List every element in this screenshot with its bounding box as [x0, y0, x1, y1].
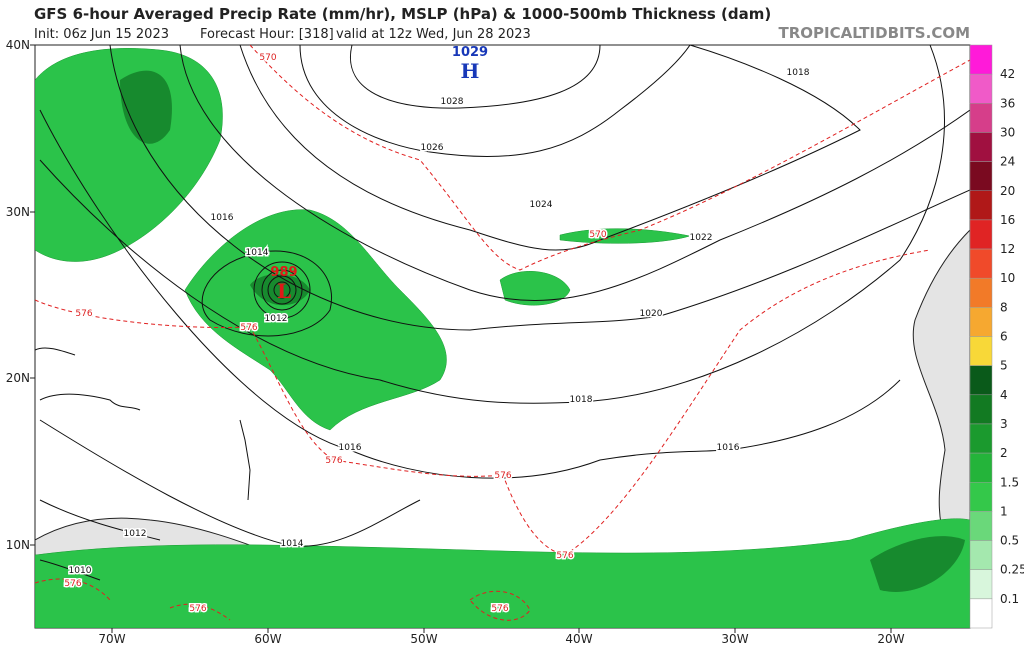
- colorbar-box: [969, 336, 993, 366]
- isobar-label: 1016: [211, 213, 234, 223]
- colorbar: 42 36 30 24 20 16 12 10 8 6 5 4 3 2 1.5 1 0.5 0.25 0.1: [969, 44, 1024, 629]
- thickness-label: 576: [240, 323, 257, 333]
- isobar-label: 1016: [717, 443, 740, 453]
- isobars: [39, 45, 970, 581]
- isobar-label: 1014: [281, 539, 304, 549]
- center-letter: L: [277, 279, 291, 303]
- precip: [499, 271, 571, 306]
- colorbar-label: 16: [1000, 213, 1015, 227]
- colorbar-label: 1.5: [1000, 475, 1019, 489]
- isobar-label: 1010: [69, 566, 92, 576]
- isobar-label: 1016: [339, 443, 362, 453]
- colorbar-box: [969, 277, 993, 308]
- isobar-label: 1028: [441, 97, 464, 107]
- colorbar-label: 6: [1000, 330, 1008, 344]
- colorbar-label: 24: [1000, 155, 1015, 169]
- colorbar-box: [969, 44, 993, 75]
- valid: valid at 12z Wed, Jun 28 2023: [336, 27, 531, 42]
- colorbar-box: [969, 103, 993, 133]
- thickness-label: 576: [494, 471, 511, 481]
- colorbar-box: [969, 511, 993, 541]
- colorbar-box: [969, 307, 993, 337]
- isobar-label: 1022: [690, 233, 713, 243]
- precip-heavy: [120, 70, 172, 144]
- center-value: 1029: [452, 45, 488, 60]
- thickness-label: 570: [259, 53, 276, 63]
- colorbar-label: 0.25: [1000, 563, 1024, 577]
- colorbar-box: [969, 423, 993, 454]
- forecast-hour: Forecast Hour: [318]: [200, 27, 334, 42]
- lon-label: 70W: [98, 632, 125, 646]
- coastline: [35, 347, 251, 501]
- thickness-label: 576: [75, 309, 92, 319]
- lat-label: 20N: [6, 371, 30, 385]
- isobar-label: 1012: [124, 529, 147, 539]
- center-letter: H: [461, 59, 480, 83]
- lon-label: 30W: [721, 632, 748, 646]
- colorbar-label: 5: [1000, 359, 1008, 373]
- map: [34, 44, 971, 629]
- colorbar-box: [969, 219, 993, 250]
- isobar-label: 1018: [787, 68, 810, 78]
- isobar-label: 1018: [570, 395, 593, 405]
- init: Init: 06z Jun 15 2023: [34, 27, 169, 42]
- thickness-label: 576: [491, 604, 508, 614]
- colorbar-label: 12: [1000, 242, 1015, 256]
- colorbar-box: [969, 190, 993, 221]
- lat-label: 40N: [6, 38, 30, 52]
- colorbar-box: [969, 452, 993, 483]
- lat-label: 30N: [6, 205, 30, 219]
- colorbar-label: 42: [1000, 67, 1015, 81]
- colorbar-label: 10: [1000, 271, 1015, 285]
- lon-label: 20W: [877, 632, 904, 646]
- thickness-label: 576: [556, 551, 573, 561]
- colorbar-box: [969, 540, 993, 570]
- lon-label: 60W: [254, 632, 281, 646]
- colorbar-box: [969, 569, 993, 600]
- colorbar-label: 30: [1000, 125, 1015, 139]
- colorbar-label: 0.5: [1000, 534, 1019, 548]
- lon-label: 50W: [410, 632, 437, 646]
- colorbar-box: [969, 161, 993, 192]
- thickness-label: 576: [189, 604, 206, 614]
- colorbar-label: 4: [1000, 388, 1008, 402]
- colorbar-box: [969, 132, 993, 162]
- lat-label: 10N: [6, 538, 30, 552]
- colorbar-label: 0.1: [1000, 592, 1019, 606]
- precip-heavy: [250, 274, 310, 306]
- isobar-label: 1014: [246, 248, 269, 258]
- isobar-label: 1026: [421, 143, 444, 153]
- center-value: 989: [270, 265, 297, 280]
- colorbar-label: 36: [1000, 96, 1015, 110]
- colorbar-label: 20: [1000, 184, 1015, 198]
- site: TROPICALTIDBITS.COM: [779, 24, 971, 42]
- colorbar-box: [969, 598, 993, 629]
- isobar-label: 1024: [530, 200, 553, 210]
- colorbar-label: 2: [1000, 446, 1008, 460]
- isobar-label: 1012: [265, 314, 288, 324]
- title: GFS 6-hour Averaged Precip Rate (mm/hr),…: [34, 5, 771, 23]
- thickness-label: 570: [589, 230, 606, 240]
- colorbar-label: 1: [1000, 504, 1008, 518]
- colorbar-box: [969, 73, 993, 104]
- precip-heavy: [870, 536, 965, 592]
- precip: [35, 518, 970, 628]
- colorbar-label: 8: [1000, 300, 1008, 314]
- precip: [35, 48, 223, 262]
- thickness: [35, 45, 970, 621]
- lon-label: 40W: [565, 632, 592, 646]
- isobar-label: 1020: [640, 309, 663, 319]
- colorbar-box: [969, 365, 993, 396]
- colorbar-label: 3: [1000, 417, 1008, 431]
- thickness-label: 576: [64, 579, 81, 589]
- colorbar-box: [969, 248, 993, 279]
- thickness-label: 576: [325, 456, 342, 466]
- colorbar-box: [969, 482, 993, 512]
- colorbar-box: [969, 394, 993, 425]
